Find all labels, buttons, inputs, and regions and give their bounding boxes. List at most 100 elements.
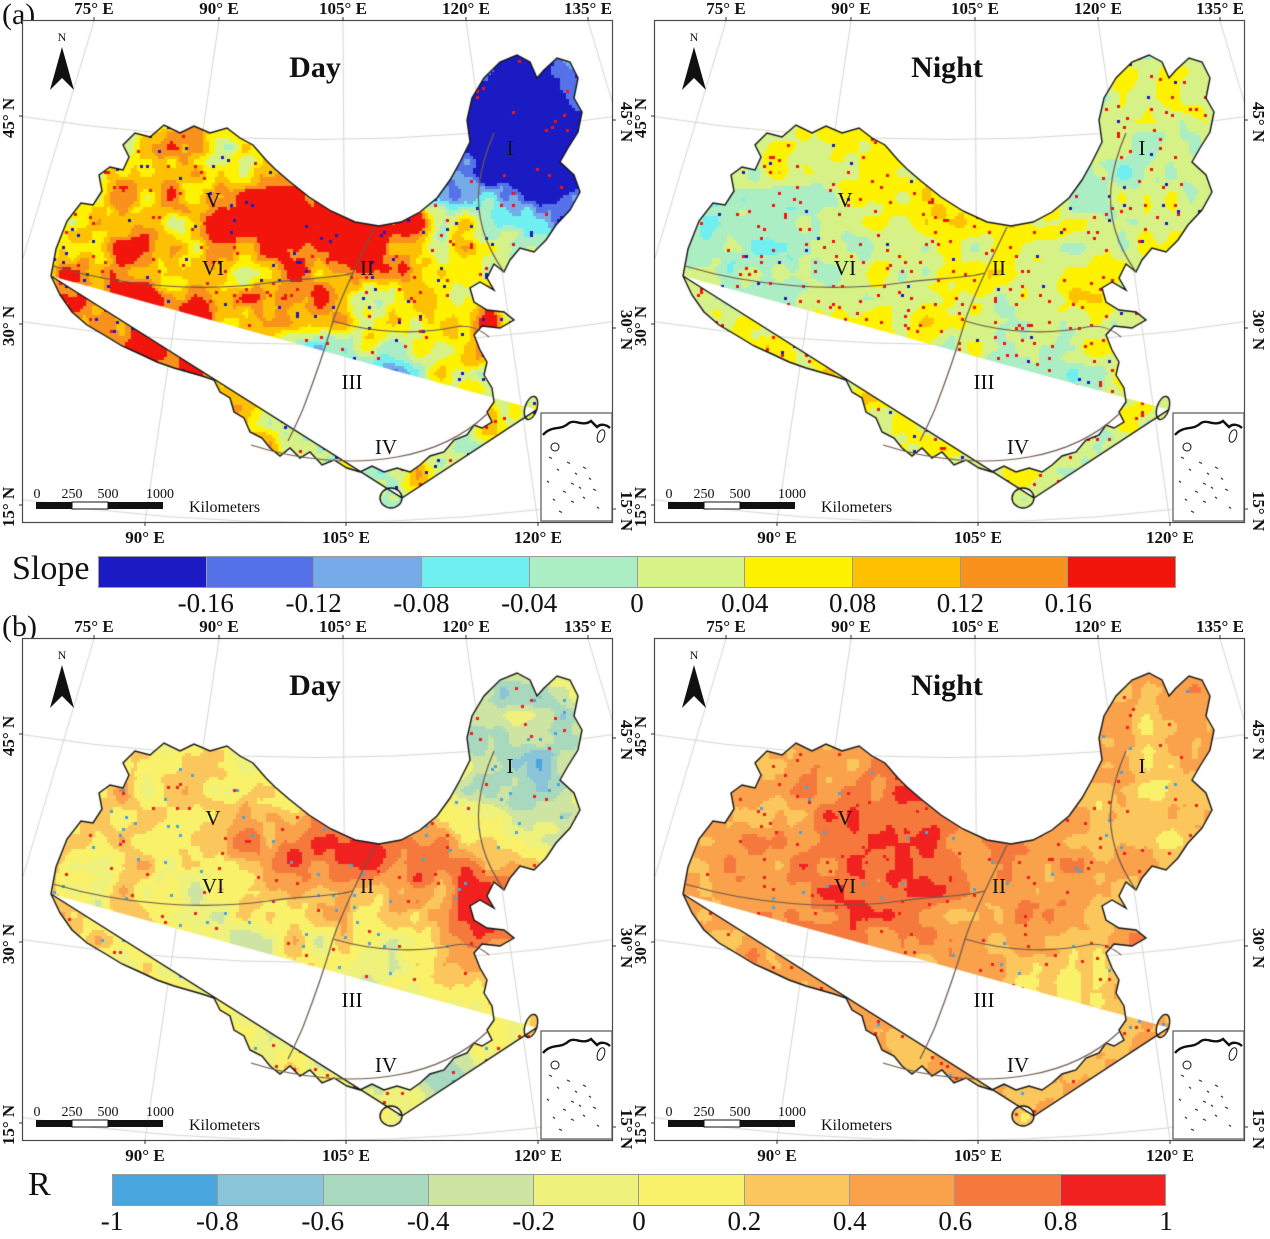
lon-label-top: 120° E <box>442 617 490 636</box>
colorbar-slope-cell-1 <box>206 557 315 587</box>
lat-label-left: 45° N <box>631 715 650 756</box>
lat-label-left: 15° N <box>0 1104 18 1145</box>
lat-label-left: 30° N <box>0 923 18 964</box>
colorbar-slope-cell-0 <box>99 557 207 587</box>
colorbar-slope-tick: 0.16 <box>1044 588 1092 618</box>
colorbar-r-tick: -0.8 <box>196 1206 239 1236</box>
lon-label-bottom: 120° E <box>1146 1146 1194 1165</box>
lon-label-top: 90° E <box>199 617 238 636</box>
lat-label-left: 45° N <box>0 715 18 756</box>
lon-label-top: 90° E <box>199 0 238 18</box>
lat-label-right: 45° N <box>1249 102 1268 143</box>
lat-label-right: 45° N <box>617 102 636 143</box>
colorbar-slope-title: Slope <box>12 550 90 587</box>
lon-label-top: 105° E <box>951 0 999 18</box>
colorbar-slope-tick: -0.16 <box>177 588 234 618</box>
lon-label-bottom: 105° E <box>322 528 370 547</box>
colorbar-r-tick: -0.4 <box>406 1206 450 1236</box>
lat-label-right: 15° N <box>1249 1109 1268 1150</box>
colorbar-slope-tick: -0.12 <box>285 588 342 618</box>
colorbar-r-cell-0 <box>113 1175 219 1205</box>
lon-label-bottom: 120° E <box>514 1146 562 1165</box>
colorbar-slope-tick: -0.08 <box>393 588 450 618</box>
colorbar-r-cell-6 <box>744 1175 851 1205</box>
lat-label-left: 45° N <box>631 97 650 138</box>
colorbar-slope-cell-5 <box>637 557 746 587</box>
lon-label-bottom: 105° E <box>954 1146 1002 1165</box>
colorbar-r-cell-8 <box>955 1175 1061 1205</box>
lat-label-left: 30° N <box>631 305 650 346</box>
map-raster-slope-night <box>655 21 1244 522</box>
lat-label-right: 30° N <box>617 310 636 351</box>
lon-label-bottom: 90° E <box>125 1146 164 1165</box>
colorbar-r-cell-1 <box>218 1175 324 1205</box>
colorbar-r-tick: 0.4 <box>832 1206 867 1236</box>
colorbar-r-tick: -1 <box>100 1206 124 1236</box>
lat-label-right: 45° N <box>617 720 636 761</box>
colorbar-slope-bar <box>98 556 1176 588</box>
colorbar-r-tick: 0.2 <box>727 1206 762 1236</box>
lon-label-bottom: 90° E <box>125 528 164 547</box>
lon-label-top: 90° E <box>831 0 870 18</box>
lat-label-left: 15° N <box>0 486 18 527</box>
map-raster-slope-day <box>23 21 612 522</box>
lon-label-top: 120° E <box>1074 0 1122 18</box>
colorbar-r-cell-5 <box>639 1175 745 1205</box>
colorbar-r-cell-3 <box>428 1175 535 1205</box>
colorbar-r-tick: 1 <box>1159 1206 1173 1236</box>
colorbar-r-tick: 0 <box>632 1206 646 1236</box>
lon-label-bottom: 90° E <box>757 528 796 547</box>
colorbar-r-tick: 0.6 <box>938 1206 973 1236</box>
lon-label-top: 75° E <box>74 617 113 636</box>
lat-label-left: 15° N <box>631 1104 650 1145</box>
lon-label-top: 105° E <box>319 617 367 636</box>
lon-label-top: 120° E <box>1074 617 1122 636</box>
colorbar-r-cell-4 <box>534 1175 640 1205</box>
colorbar-slope-cell-4 <box>529 557 638 587</box>
colorbar-r-tick: -0.6 <box>301 1206 345 1236</box>
lon-label-bottom: 105° E <box>322 1146 370 1165</box>
lon-label-top: 120° E <box>442 0 490 18</box>
lat-label-right: 30° N <box>1249 928 1268 969</box>
colorbar-slope-tick: 0.08 <box>828 588 877 618</box>
lon-label-top: 75° E <box>706 0 745 18</box>
lon-label-top: 75° E <box>706 617 745 636</box>
colorbar-slope-cell-8 <box>960 557 1069 587</box>
colorbar-slope-tick: -0.04 <box>501 588 558 618</box>
lon-label-top: 90° E <box>831 617 870 636</box>
lat-label-right: 30° N <box>1249 310 1268 351</box>
lat-label-right: 30° N <box>617 928 636 969</box>
colorbar-slope-cell-6 <box>745 557 853 587</box>
colorbar-r-title: R <box>28 1166 51 1203</box>
map-raster-r-night <box>655 639 1244 1140</box>
colorbar-r-bar <box>112 1174 1166 1206</box>
colorbar-r-tick: 0.8 <box>1043 1206 1078 1236</box>
colorbar-slope-tick: 0 <box>630 588 644 618</box>
panel-b-label: (b) <box>2 610 37 643</box>
lat-label-left: 30° N <box>631 923 650 964</box>
colorbar-slope-cell-3 <box>422 557 530 587</box>
lon-label-bottom: 105° E <box>954 528 1002 547</box>
colorbar-r-cell-2 <box>323 1175 429 1205</box>
lat-label-right: 15° N <box>1249 491 1268 532</box>
colorbar-r-tick: -0.2 <box>512 1206 555 1236</box>
colorbar-r-cell-9 <box>1060 1175 1165 1205</box>
lat-label-right: 15° N <box>617 1109 636 1150</box>
lon-label-bottom: 90° E <box>757 1146 796 1165</box>
lon-label-top: 135° E <box>1196 617 1244 636</box>
lon-label-top: 105° E <box>319 0 367 18</box>
lat-label-left: 30° N <box>0 305 18 346</box>
lon-label-bottom: 120° E <box>514 528 562 547</box>
colorbar-r-cell-7 <box>850 1175 956 1205</box>
lon-label-top: 135° E <box>564 617 612 636</box>
colorbar-slope-tick: 0.04 <box>721 588 769 618</box>
lat-label-left: 15° N <box>631 486 650 527</box>
lon-label-top: 135° E <box>564 0 612 18</box>
lon-label-top: 135° E <box>1196 0 1244 18</box>
lon-label-bottom: 120° E <box>1146 528 1194 547</box>
lat-label-left: 45° N <box>0 97 18 138</box>
map-raster-r-day <box>23 639 612 1140</box>
lon-label-top: 105° E <box>951 617 999 636</box>
lat-label-right: 15° N <box>617 491 636 532</box>
